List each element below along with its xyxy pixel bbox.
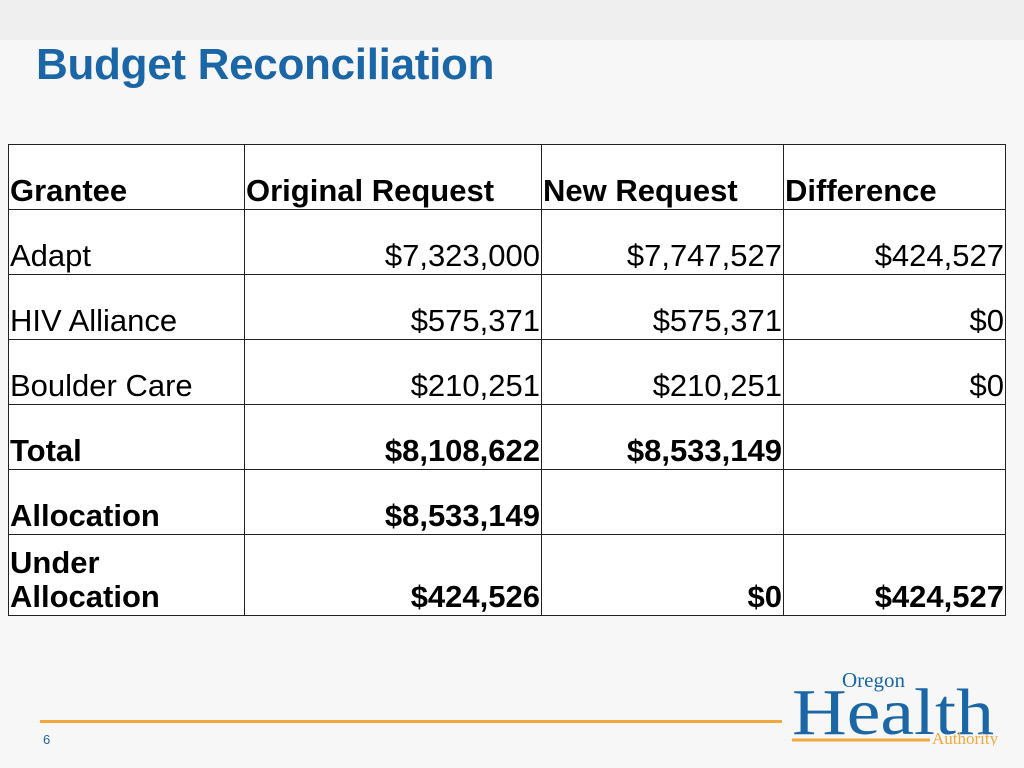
difference-cell: $0: [783, 274, 1006, 340]
budget-table: Grantee Original Request New Request Dif…: [8, 144, 1006, 616]
grantee-cell: Boulder Care: [8, 339, 245, 405]
grantee-cell: Adapt: [8, 209, 245, 275]
header-difference: Difference: [783, 144, 1006, 210]
table-row: Adapt $7,323,000 $7,747,527 $424,527: [8, 209, 1006, 275]
table-header-row: Grantee Original Request New Request Dif…: [8, 144, 1006, 210]
difference-cell: $424,527: [783, 209, 1006, 275]
under-allocation-row: Under Allocation $424,526 $0 $424,527: [8, 534, 1006, 616]
under-allocation-new-request: $0: [541, 534, 784, 616]
grantee-cell: HIV Alliance: [8, 274, 245, 340]
logo-line3: Authority: [932, 729, 999, 746]
difference-cell: $0: [783, 339, 1006, 405]
top-band: [0, 0, 1024, 40]
under-allocation-label-line1: Under: [10, 544, 100, 580]
total-difference-empty: [783, 404, 1006, 470]
allocation-new-empty: [541, 469, 784, 535]
logo-line2: Health: [792, 676, 994, 746]
logo-line1: Oregon: [842, 668, 905, 692]
page-number: 6: [43, 732, 51, 747]
under-allocation-original-request: $424,526: [244, 534, 542, 616]
original-request-cell: $7,323,000: [244, 209, 542, 275]
total-row: Total $8,108,622 $8,533,149: [8, 404, 1006, 470]
footer-divider: [40, 720, 782, 723]
new-request-cell: $575,371: [541, 274, 784, 340]
original-request-cell: $210,251: [244, 339, 542, 405]
allocation-label: Allocation: [8, 469, 245, 535]
new-request-cell: $7,747,527: [541, 209, 784, 275]
total-new-request: $8,533,149: [541, 404, 784, 470]
header-original-request: Original Request: [244, 144, 542, 210]
oregon-health-authority-logo: Oregon Health Authority: [792, 668, 999, 746]
new-request-cell: $210,251: [541, 339, 784, 405]
table-row: HIV Alliance $575,371 $575,371 $0: [8, 274, 1006, 340]
allocation-difference-empty: [783, 469, 1006, 535]
original-request-cell: $575,371: [244, 274, 542, 340]
under-allocation-label: Under Allocation: [8, 534, 245, 616]
under-allocation-difference: $424,527: [783, 534, 1006, 616]
header-new-request: New Request: [541, 144, 784, 210]
under-allocation-label-line2: Allocation: [10, 579, 160, 615]
table-row: Boulder Care $210,251 $210,251 $0: [8, 339, 1006, 405]
allocation-row: Allocation $8,533,149: [8, 469, 1006, 535]
total-label: Total: [8, 404, 245, 470]
total-original-request: $8,108,622: [244, 404, 542, 470]
page-title: Budget Reconciliation: [36, 40, 495, 89]
header-grantee: Grantee: [8, 144, 245, 210]
allocation-original-request: $8,533,149: [244, 469, 542, 535]
